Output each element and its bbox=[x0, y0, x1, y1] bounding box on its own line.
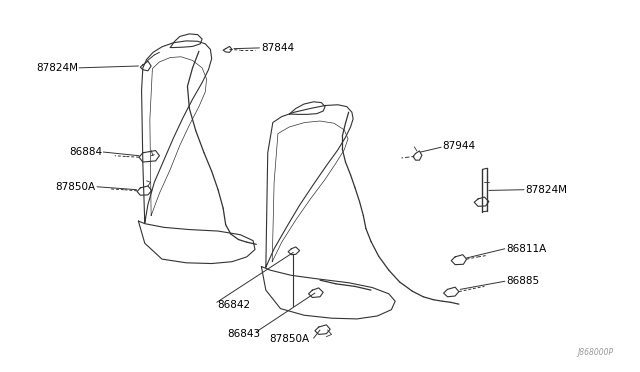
Text: 87844: 87844 bbox=[261, 43, 294, 53]
Text: 86885: 86885 bbox=[506, 276, 539, 286]
Text: 86811A: 86811A bbox=[506, 244, 547, 254]
Text: 86842: 86842 bbox=[217, 300, 250, 310]
Text: 87850A: 87850A bbox=[56, 182, 96, 192]
Text: 87824M: 87824M bbox=[36, 63, 78, 73]
Text: 86843: 86843 bbox=[228, 329, 260, 339]
Text: J868000P: J868000P bbox=[577, 347, 613, 357]
Text: 87824M: 87824M bbox=[525, 185, 567, 195]
Text: 87850A: 87850A bbox=[269, 334, 309, 344]
Text: 87944: 87944 bbox=[442, 141, 476, 151]
Text: 86884: 86884 bbox=[69, 147, 102, 157]
